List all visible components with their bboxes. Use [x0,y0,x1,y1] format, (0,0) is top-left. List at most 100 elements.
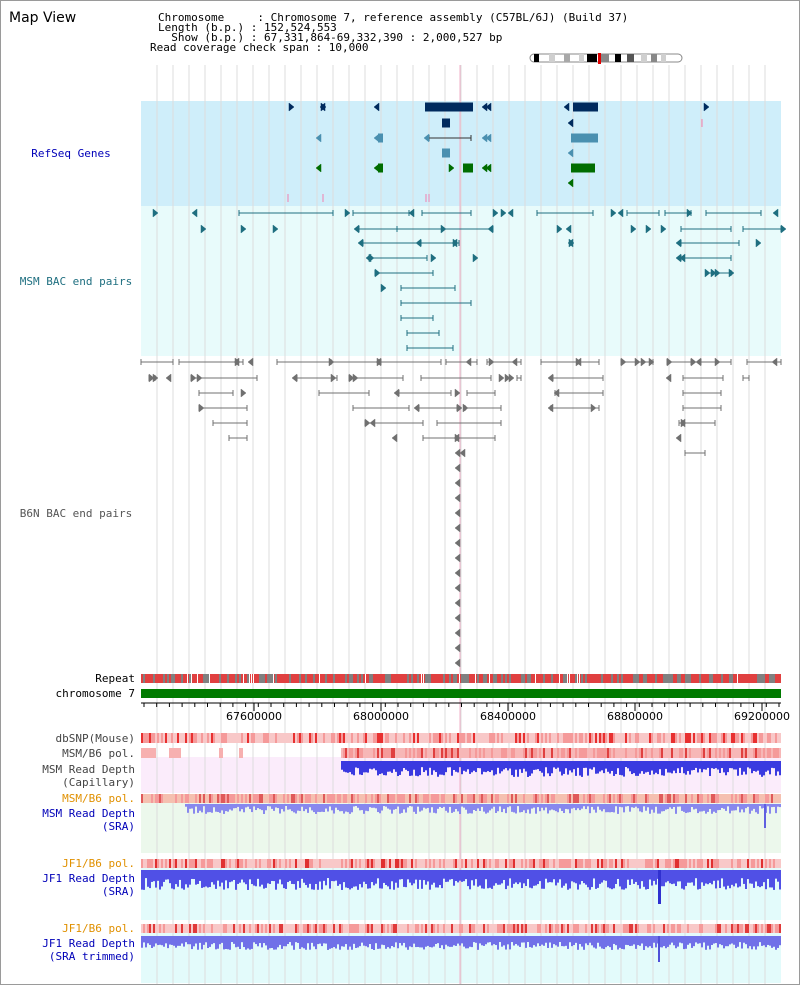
repeat-gap [197,674,198,683]
polymorphism-cell [705,733,707,743]
polymorphism-cell [723,794,725,803]
polymorphism-cell [395,924,397,933]
polymorphism-cell [617,733,619,743]
polymorphism-cell [519,924,521,933]
read-depth-bar [569,804,571,814]
read-depth-bar [243,870,245,883]
polymorphism-cell [501,748,503,758]
polymorphism-cell [745,748,747,758]
polymorphism-cell [589,924,591,933]
polymorphism-cell [705,924,707,933]
polymorphism-cell [565,733,567,743]
polymorphism-cell [363,733,365,743]
repeat-segment [299,674,301,683]
read-depth-bar [389,870,391,890]
read-depth-bar [181,870,183,889]
read-depth-bar [455,936,457,946]
polymorphism-cell [525,924,527,933]
read-depth-bar [769,761,771,775]
read-depth-bar [609,870,611,889]
polymorphism-cell [303,924,305,933]
read-depth-bar [565,936,567,946]
polymorphism-cell [555,794,557,803]
polymorphism-cell [309,924,311,933]
b6n-bac-end [454,658,461,668]
read-depth-bar [467,761,469,770]
polymorphism-cell [519,794,521,803]
polymorphism-cell [231,924,233,933]
polymorphism-cell [335,794,337,803]
polymorphism-cell [553,748,555,758]
polymorphism-cell [497,733,499,743]
polymorphism-cell [489,748,491,758]
read-depth-bar [293,936,295,950]
polymorphism-cell [407,733,409,743]
polymorphism-cell [679,733,681,743]
polymorphism-cell [241,924,243,933]
vertical-gridlines [156,65,766,984]
read-depth-bar [721,804,723,808]
read-depth-bar [709,761,711,777]
read-depth-bar [723,761,725,773]
polymorphism-cell [395,859,397,868]
polymorphism-cell [731,733,733,743]
polymorphism-cell [745,924,747,933]
b6n-bac-end [640,357,647,367]
polymorphism-cell [295,794,297,803]
read-depth-bar [723,936,725,949]
polymorphism-cell [199,924,201,933]
polymorphism-cell [725,748,727,758]
read-depth-bar [163,870,165,882]
read-depth-bar [629,870,631,885]
read-depth-bar [657,804,659,814]
read-depth-bar [705,936,707,950]
polymorphism-cell [753,733,755,743]
polymorphism-cell [777,733,779,743]
read-depth-bar [337,870,339,886]
read-depth-bar [679,761,681,773]
read-depth-bar [745,761,747,775]
read-depth-bar [585,804,587,810]
polymorphism-cell [707,794,709,803]
read-depth-bar [415,761,417,776]
polymorphism-cell [695,748,697,758]
read-depth-bar [753,804,755,809]
track-label-msm-b6-pol-sra: MSM/B6 pol. [62,792,135,805]
polymorphism-cell [375,859,377,868]
read-depth-bar [385,936,387,949]
read-depth-bar [499,870,501,885]
track-label-refseq-genes[interactable]: RefSeq Genes [31,147,111,160]
read-depth-bar [631,936,633,946]
read-depth-bar [497,804,499,812]
polymorphism-cell [517,859,519,868]
b6n-bac-end [413,403,420,413]
read-depth-bar [583,761,585,768]
polymorphism-cell [735,794,737,803]
chromosome-ideogram[interactable] [529,53,685,65]
read-depth-bar [521,870,523,889]
polymorphism-cell [387,859,389,868]
read-depth-bar [663,870,665,887]
polymorphism-cell [167,794,169,803]
polymorphism-cell [427,859,429,868]
repeat-gap [577,674,578,683]
read-depth-bar [383,936,385,946]
polymorphism-cell [483,733,485,743]
repeat-segment [495,674,497,683]
track-label-msm-bac-end-pairs[interactable]: MSM BAC end pairs [19,275,133,288]
track-label-b6n-bac-end-pairs[interactable]: B6N BAC end pairs [19,507,133,520]
read-depth-bar [251,936,253,949]
read-depth-bar [633,870,635,884]
polymorphism-cell [397,733,399,743]
read-depth-bar [431,761,433,775]
polymorphism-cell [663,859,665,868]
polymorphism-cell [767,924,769,933]
repeat-gap [569,674,570,683]
polymorphism-cell [721,794,723,803]
polymorphism-cell [353,733,355,743]
read-depth-bar [679,804,681,807]
read-depth-bar [257,870,259,879]
read-depth-bar [681,936,683,944]
polymorphism-cell [475,859,477,868]
